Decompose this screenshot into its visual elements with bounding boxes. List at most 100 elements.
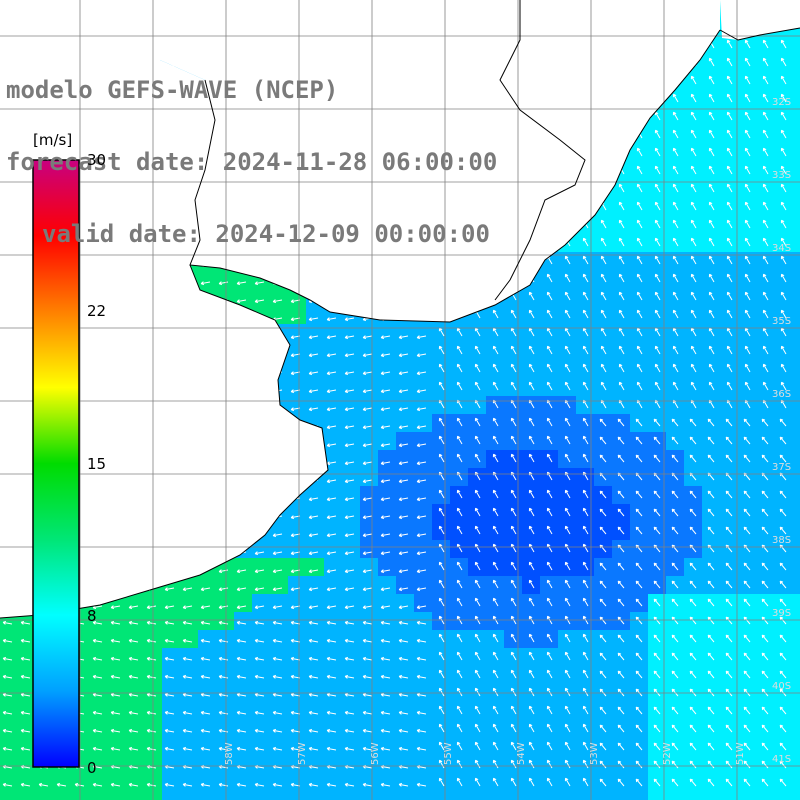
field-cell [486,792,504,800]
field-cell [414,756,432,774]
wind-arrow [636,147,643,157]
field-cell [360,558,378,576]
field-cell [522,630,540,648]
field-cell [558,558,576,576]
field-cell [234,666,252,684]
field-cell [288,558,306,576]
field-cell [450,504,468,522]
field-cell [540,792,558,800]
field-cell [702,324,720,342]
field-cell [450,432,468,450]
lon-label: 53W [589,742,600,765]
field-cell [18,666,36,684]
wind-arrow [762,111,769,121]
field-cell [756,270,774,288]
field-cell [360,774,378,792]
field-cell [288,630,306,648]
field-cell [414,342,432,360]
field-cell [702,108,720,126]
wind-arrow [636,237,643,247]
field-cell [558,306,576,324]
field-cell [450,702,468,720]
field-cell [522,486,540,504]
wind-arrow [672,309,679,319]
field-cell [576,522,594,540]
wind-arrow [780,75,787,85]
field-cell [720,378,738,396]
field-cell [396,630,414,648]
field-cell [432,738,450,756]
field-cell [378,504,396,522]
field-cell [792,432,800,450]
field-cell [540,738,558,756]
field-cell [540,288,558,306]
field-cell [54,774,72,792]
field-cell [792,72,800,90]
wind-arrow [690,147,697,157]
field-cell [450,666,468,684]
wind-arrow [744,57,751,67]
field-cell [414,774,432,792]
field-cell [234,594,252,612]
field-cell [774,180,792,198]
wind-arrow [744,255,751,265]
field-cell [180,630,198,648]
field-cell [324,342,342,360]
wind-arrow [690,219,697,229]
field-cell [612,198,630,216]
wind-arrow [618,237,625,247]
field-cell [792,756,800,774]
field-cell [558,666,576,684]
field-cell [504,738,522,756]
field-cell [198,792,216,800]
wind-arrow [780,273,787,283]
lat-label: 34S [772,243,791,254]
field-cell [378,630,396,648]
field-cell [396,414,414,432]
field-cell [252,630,270,648]
wind-arrow [654,219,661,229]
field-cell [558,738,576,756]
field-cell [558,342,576,360]
field-cell [216,576,234,594]
field-cell [540,360,558,378]
field-cell [270,594,288,612]
field-cell [738,792,756,800]
field-cell [558,504,576,522]
field-cell [702,360,720,378]
field-cell [396,504,414,522]
field-cell [774,54,792,72]
field-cell [612,270,630,288]
field-cell [648,324,666,342]
field-cell [306,702,324,720]
wind-arrow [672,183,679,193]
field-cell [270,648,288,666]
field-cell [576,630,594,648]
field-cell [324,612,342,630]
field-cell [720,144,738,162]
field-cell [378,396,396,414]
field-cell [666,288,684,306]
field-cell [558,594,576,612]
field-cell [648,396,666,414]
field-cell [774,360,792,378]
field-cell [558,720,576,738]
field-cell [180,702,198,720]
field-cell [558,432,576,450]
field-cell [108,630,126,648]
field-cell [270,702,288,720]
field-cell [774,306,792,324]
field-cell [504,792,522,800]
field-cell [594,792,612,800]
field-cell [684,360,702,378]
field-cell [18,720,36,738]
field-cell [594,252,612,270]
field-cell [756,72,774,90]
field-cell [486,774,504,792]
field-cell [90,630,108,648]
field-cell [198,774,216,792]
field-cell [504,666,522,684]
field-cell [720,108,738,126]
field-cell [288,720,306,738]
field-cell [288,396,306,414]
